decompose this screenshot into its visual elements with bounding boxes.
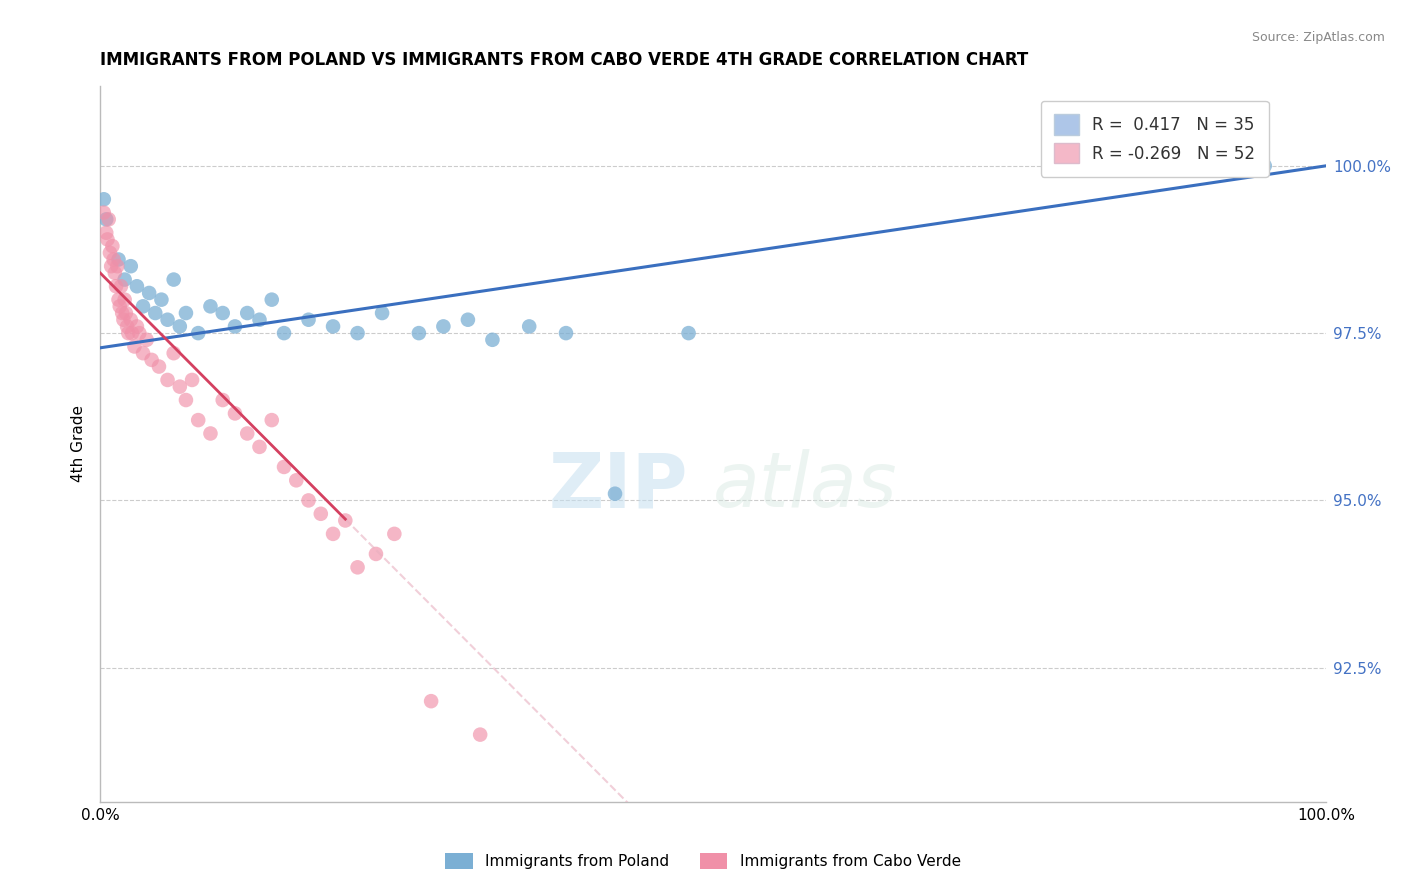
Point: [132, 299, 155, 313]
Point: [148, 359, 170, 374]
Point: [93, 205, 115, 219]
Point: [107, 252, 129, 267]
Point: [187, 413, 209, 427]
Point: [150, 293, 173, 307]
Point: [98, 245, 121, 260]
Point: [335, 513, 357, 527]
Text: Source: ZipAtlas.com: Source: ZipAtlas.com: [1251, 31, 1385, 45]
Point: [187, 326, 209, 340]
Point: [211, 392, 233, 407]
Point: [105, 279, 128, 293]
Point: [211, 306, 233, 320]
Point: [249, 312, 271, 326]
Point: [110, 279, 132, 293]
Point: [111, 306, 134, 320]
Point: [555, 326, 578, 340]
Point: [346, 326, 368, 340]
Point: [481, 333, 503, 347]
Point: [297, 493, 319, 508]
Point: [273, 326, 295, 340]
Point: [174, 306, 197, 320]
Point: [132, 346, 155, 360]
Point: [121, 326, 143, 340]
Point: [112, 312, 135, 326]
Point: [322, 319, 344, 334]
Point: [420, 694, 443, 708]
Point: [346, 560, 368, 574]
Point: [678, 326, 700, 340]
Point: [408, 326, 430, 340]
Point: [273, 459, 295, 474]
Point: [128, 326, 150, 340]
Point: [138, 285, 160, 300]
Point: [224, 319, 246, 334]
Point: [517, 319, 540, 334]
Point: [432, 319, 454, 334]
Point: [114, 272, 136, 286]
Point: [97, 212, 120, 227]
Point: [260, 293, 283, 307]
Point: [120, 312, 142, 326]
Point: [141, 352, 163, 367]
Point: [249, 440, 271, 454]
Point: [125, 279, 148, 293]
Point: [96, 226, 118, 240]
Point: [108, 299, 131, 313]
Text: atlas: atlas: [713, 450, 897, 524]
Point: [156, 373, 179, 387]
Point: [120, 259, 142, 273]
Point: [125, 319, 148, 334]
Point: [104, 266, 127, 280]
Legend: Immigrants from Poland, Immigrants from Cabo Verde: Immigrants from Poland, Immigrants from …: [439, 847, 967, 875]
Point: [224, 406, 246, 420]
Legend: R =  0.417   N = 35, R = -0.269   N = 52: R = 0.417 N = 35, R = -0.269 N = 52: [1040, 101, 1268, 177]
Point: [101, 239, 124, 253]
Y-axis label: 4th Grade: 4th Grade: [72, 405, 86, 482]
Point: [364, 547, 387, 561]
Point: [115, 306, 138, 320]
Point: [322, 527, 344, 541]
Point: [236, 426, 259, 441]
Point: [115, 319, 138, 334]
Point: [169, 319, 191, 334]
Point: [124, 339, 146, 353]
Text: IMMIGRANTS FROM POLAND VS IMMIGRANTS FROM CABO VERDE 4TH GRADE CORRELATION CHART: IMMIGRANTS FROM POLAND VS IMMIGRANTS FRO…: [100, 51, 1028, 69]
Point: [117, 326, 139, 340]
Point: [371, 306, 394, 320]
Point: [163, 272, 186, 286]
Point: [163, 346, 186, 360]
Point: [457, 312, 479, 326]
Point: [285, 473, 308, 487]
Text: ZIP: ZIP: [550, 450, 689, 524]
Point: [107, 293, 129, 307]
Point: [1254, 159, 1277, 173]
Point: [93, 192, 115, 206]
Point: [260, 413, 283, 427]
Point: [96, 212, 118, 227]
Point: [156, 312, 179, 326]
Point: [143, 306, 166, 320]
Point: [135, 333, 157, 347]
Point: [181, 373, 204, 387]
Point: [382, 527, 405, 541]
Point: [603, 486, 626, 500]
Point: [200, 426, 222, 441]
Point: [100, 259, 122, 273]
Point: [309, 507, 332, 521]
Point: [105, 259, 128, 273]
Point: [169, 379, 191, 393]
Point: [470, 728, 492, 742]
Point: [96, 232, 118, 246]
Point: [297, 312, 319, 326]
Point: [114, 293, 136, 307]
Point: [174, 392, 197, 407]
Point: [200, 299, 222, 313]
Point: [103, 252, 125, 267]
Point: [236, 306, 259, 320]
